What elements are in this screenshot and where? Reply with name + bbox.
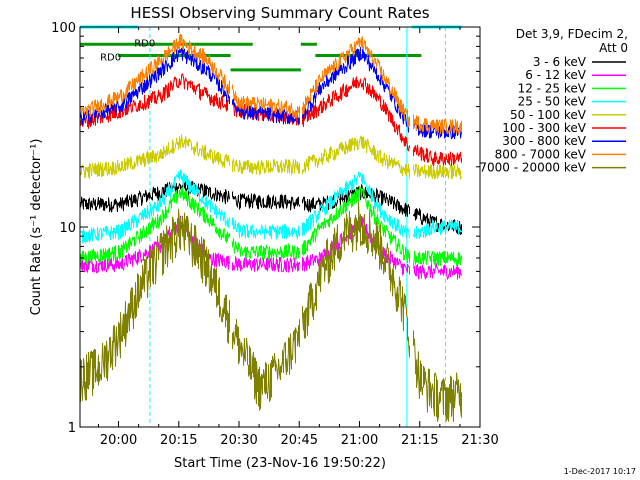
- x-tick-label: 20:15: [160, 433, 197, 448]
- annotation-rd0-1: RD0: [134, 38, 155, 49]
- legend-label-25-50-kev: 25 - 50 keV: [518, 95, 587, 109]
- x-tick-label: 21:15: [401, 433, 438, 448]
- x-tick-label: 21:00: [341, 433, 378, 448]
- series-7000-20000-kev: [80, 202, 462, 422]
- series-50-100-kev: [80, 134, 462, 180]
- series-6-12-kev: [80, 215, 462, 280]
- x-tick-label: 20:30: [220, 433, 257, 448]
- x-tick-label: 20:00: [100, 433, 137, 448]
- legend-label-3-6-kev: 3 - 6 keV: [533, 55, 587, 69]
- legend-label-12-25-kev: 12 - 25 keV: [518, 81, 587, 95]
- y-tick-label: 10: [59, 221, 76, 236]
- series-300-800-kev: [80, 47, 462, 140]
- legend-label-50-100-kev: 50 - 100 keV: [510, 108, 587, 122]
- x-axis-ticks: 20:00 20:15 20:30 20:45 21:00 21:15 21:30: [97, 27, 499, 448]
- legend-label-800-7000-kev: 800 - 7000 keV: [495, 147, 587, 161]
- y-axis-ticks: 1 10 100: [51, 21, 480, 436]
- x-tick-label: 21:30: [461, 433, 498, 448]
- series-3-6-kev: [80, 180, 462, 235]
- legend-label-6-12-kev: 6 - 12 keV: [525, 68, 587, 82]
- legend-header-line-1: Det 3,9, FDecim 2,: [516, 27, 628, 41]
- legend-header-line-2: Att 0: [599, 41, 628, 55]
- y-tick-label: 100: [51, 21, 76, 36]
- y-tick-label: 1: [68, 421, 76, 436]
- legend-label-100-300-kev: 100 - 300 keV: [502, 121, 586, 135]
- x-tick-label: 20:45: [281, 433, 318, 448]
- chart-title: HESSI Observing Summary Count Rates: [130, 4, 429, 22]
- legend-label-300-800-kev: 300 - 800 keV: [502, 134, 586, 148]
- series-12-25-kev: [80, 186, 462, 267]
- series-800-7000-kev: [80, 33, 462, 135]
- series-25-50-kev: [80, 168, 462, 244]
- annotations: RD0 RD0: [100, 38, 155, 63]
- y-axis-label: Count Rate (s⁻¹ detector⁻¹): [29, 139, 44, 316]
- footer-timestamp: 1-Dec-2017 10:17: [564, 467, 636, 476]
- legend-label-7000-20000-kev: 7000 - 20000 keV: [479, 161, 586, 175]
- series-group: [80, 33, 462, 422]
- annotation-rd0-0: RD0: [100, 52, 121, 63]
- x-axis-label: Start Time (23-Nov-16 19:50:22): [174, 456, 386, 471]
